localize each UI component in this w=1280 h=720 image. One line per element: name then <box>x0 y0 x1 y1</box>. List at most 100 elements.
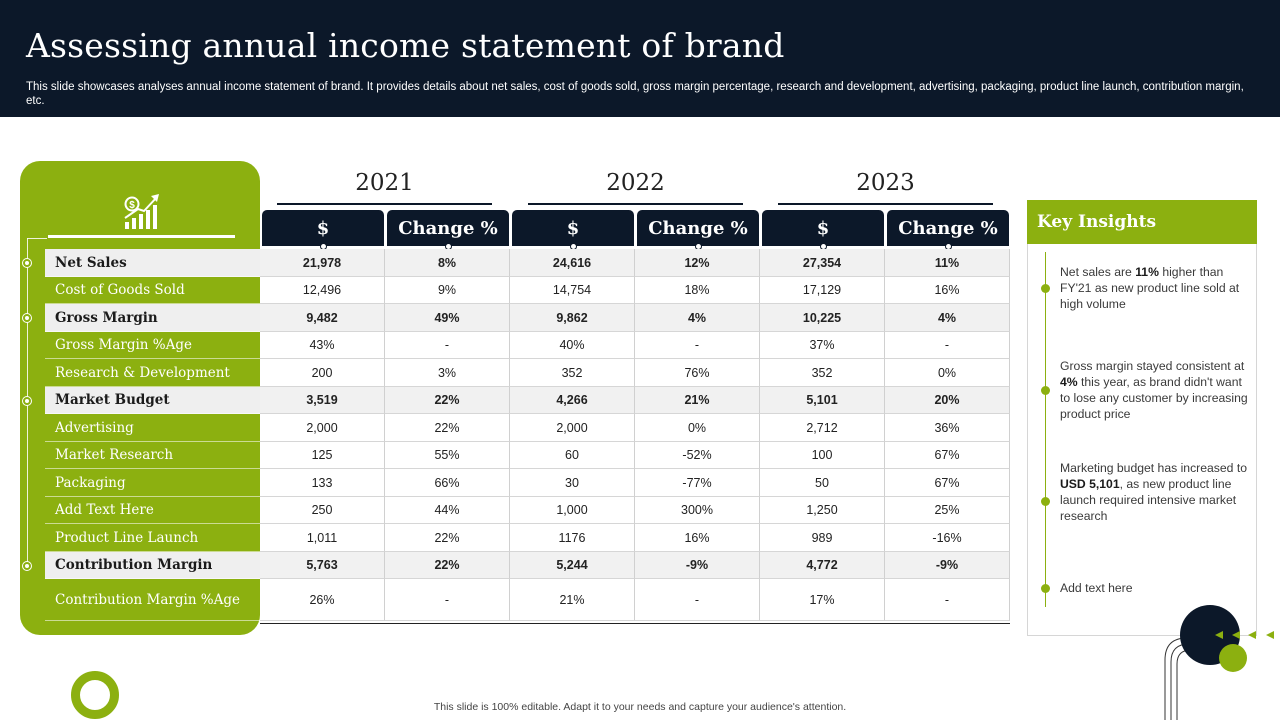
table-cell: 9,862 <box>510 304 635 332</box>
table-cell: 67% <box>885 442 1010 469</box>
insight-text-part: Net sales are <box>1060 265 1136 279</box>
table-cell: 1,000 <box>510 497 635 524</box>
column-header: Change % <box>887 210 1009 250</box>
table-cell: - <box>385 579 510 621</box>
column-header-label: Change % <box>648 217 748 239</box>
table-cell: 50 <box>760 469 885 497</box>
table-cell: 16% <box>885 277 1010 304</box>
insight-text-part: Add text here <box>1060 581 1133 595</box>
row-label: Market Research <box>45 442 260 469</box>
table-cell: 3,519 <box>260 387 385 414</box>
table-cell: 0% <box>635 414 760 442</box>
table-cell: -77% <box>635 469 760 497</box>
insight-text-part: , as new product line launch required in… <box>1060 477 1237 523</box>
row-label: Gross Margin <box>45 304 260 332</box>
row-label: Gross Margin %Age <box>45 332 260 359</box>
row-label: Add Text Here <box>45 497 260 524</box>
table-cell: - <box>385 332 510 359</box>
table-cell: 5,763 <box>260 552 385 579</box>
table-cell: 27,354 <box>760 249 885 277</box>
table-cell: 1,011 <box>260 524 385 552</box>
table-cell: 989 <box>760 524 885 552</box>
table-cell: -16% <box>885 524 1010 552</box>
insight-text: Add text here <box>1060 580 1252 596</box>
table-cell: 60 <box>510 442 635 469</box>
table-cell: 24,616 <box>510 249 635 277</box>
row-label: Market Budget <box>45 387 260 414</box>
table-cell: -9% <box>885 552 1010 579</box>
table-cell: 40% <box>510 332 635 359</box>
insight-text-part: this year, as brand didn't want to lose … <box>1060 375 1248 421</box>
table-cell: - <box>885 579 1010 621</box>
insight-text-part: higher than FY'21 as new product line so… <box>1060 265 1240 311</box>
table-cell: 300% <box>635 497 760 524</box>
column-header: Change % <box>637 210 759 250</box>
table-cell: 66% <box>385 469 510 497</box>
column-header: $ <box>762 210 884 250</box>
svg-text:$: $ <box>129 200 135 211</box>
table-cell: 2,000 <box>260 414 385 442</box>
income-table: 21,978 8% 24,616 12% 27,354 11% 12,496 9% 14,754… <box>260 249 1010 624</box>
table-cell: 250 <box>260 497 385 524</box>
row-label: Advertising <box>45 414 260 442</box>
key-insights-timeline <box>1045 252 1046 607</box>
row-label: Contribution Margin <box>45 552 260 579</box>
panel-connector-top <box>27 238 47 239</box>
table-cell: 14,754 <box>510 277 635 304</box>
table-cell: 200 <box>260 359 385 387</box>
column-header: Change % <box>387 210 509 250</box>
table-cell: 12% <box>635 249 760 277</box>
row-label: Cost of Goods Sold <box>45 277 260 304</box>
table-cell: 9% <box>385 277 510 304</box>
insight-bullet-dot <box>1041 284 1050 293</box>
year-heading: 2022 <box>606 170 665 196</box>
table-cell: 5,101 <box>760 387 885 414</box>
panel-divider <box>48 235 235 238</box>
column-header-label: $ <box>316 217 330 239</box>
row-label: Packaging <box>45 469 260 497</box>
insight-emphasis: 4% <box>1060 375 1078 389</box>
decorative-corner-graphic <box>1164 605 1274 720</box>
row-marker-dot <box>23 314 31 322</box>
table-cell: 125 <box>260 442 385 469</box>
table-cell: 36% <box>885 414 1010 442</box>
table-cell: 9,482 <box>260 304 385 332</box>
column-header-label: $ <box>816 217 830 239</box>
insight-emphasis: USD 5,101 <box>1060 477 1120 491</box>
table-cell: 17% <box>760 579 885 621</box>
table-cell: 43% <box>260 332 385 359</box>
key-insights-title: Key Insights <box>1027 200 1257 244</box>
year-underline <box>277 203 492 205</box>
table-cell: 133 <box>260 469 385 497</box>
table-cell: 0% <box>885 359 1010 387</box>
column-header: $ <box>262 210 384 250</box>
table-cell: 44% <box>385 497 510 524</box>
row-label: Research & Development <box>45 359 260 387</box>
table-cell: 26% <box>260 579 385 621</box>
table-cell: 20% <box>885 387 1010 414</box>
table-cell: 22% <box>385 387 510 414</box>
year-heading: 2023 <box>856 170 915 196</box>
insight-text-part: Gross margin stayed consistent at <box>1060 359 1245 373</box>
insight-emphasis: 11% <box>1135 265 1159 279</box>
table-cell: 2,000 <box>510 414 635 442</box>
column-header-label: Change % <box>898 217 998 239</box>
column-header-label: $ <box>566 217 580 239</box>
table-cell: 100 <box>760 442 885 469</box>
table-cell: -52% <box>635 442 760 469</box>
table-cell: 30 <box>510 469 635 497</box>
insight-text: Marketing budget has increased to USD 5,… <box>1060 460 1252 524</box>
table-cell: 10,225 <box>760 304 885 332</box>
insight-bullet-dot <box>1041 497 1050 506</box>
insight-bullet-dot <box>1041 584 1050 593</box>
insight-text: Gross margin stayed consistent at 4% thi… <box>1060 358 1252 422</box>
table-cell: 18% <box>635 277 760 304</box>
table-cell: 22% <box>385 524 510 552</box>
table-cell: 4,266 <box>510 387 635 414</box>
insight-text: Net sales are 11% higher than FY'21 as n… <box>1060 264 1252 312</box>
header-bar: Assessing annual income statement of bra… <box>0 0 1280 117</box>
table-cell: 67% <box>885 469 1010 497</box>
table-cell: - <box>635 332 760 359</box>
year-heading: 2021 <box>355 170 414 196</box>
year-underline <box>528 203 743 205</box>
